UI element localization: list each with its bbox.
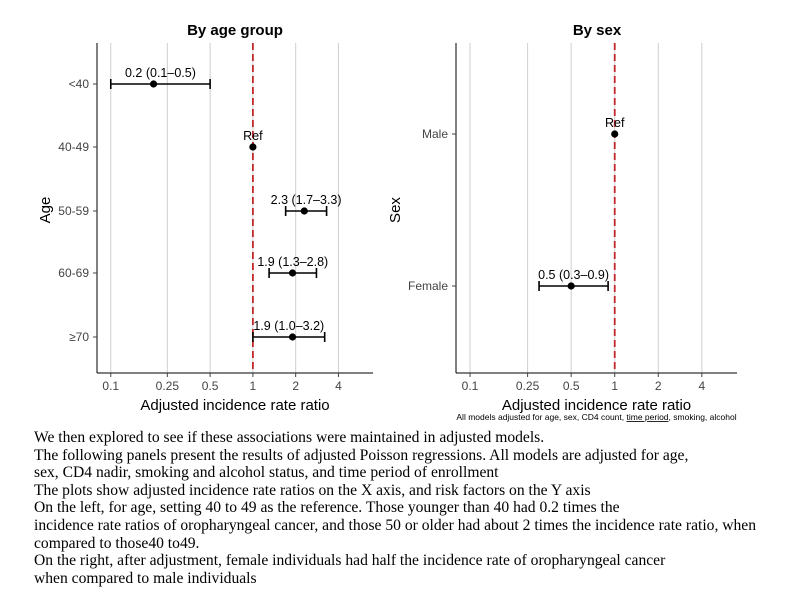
x-tick-label: 4 [698,379,705,393]
note-line: sex, CD4 nadir, smoking and alcohol stat… [34,464,499,482]
estimate-point [288,333,297,341]
note-line: On the right, after adjustment, female i… [34,552,666,570]
reference-label: Ref [243,129,263,143]
explanatory-text: We then explored to see if these associa… [34,429,794,587]
x-tick-label: 0.5 [563,379,580,393]
x-tick-label: 1 [250,379,257,393]
y-tick-label: ≥70 [69,330,89,344]
y-axis-title: Age [37,197,54,224]
estimate-point [249,143,257,151]
x-tick-label: 0.5 [202,379,219,393]
x-tick-label: 0.1 [102,379,119,393]
note-line: The following panels present the results… [34,446,689,464]
x-tick-label: 0.25 [156,379,180,393]
estimate-label: 1.9 (1.0–3.2) [253,319,324,333]
y-axis-title: Sex [387,197,404,223]
footnote-underlined-text: time period [626,412,668,422]
x-tick-label: 0.1 [462,379,479,393]
estimate-label: 0.5 (0.3–0.9) [538,268,609,282]
x-axis-title: Adjusted incidence rate ratio [140,397,329,414]
x-tick-label: 2 [655,379,662,393]
forest-plot-figure: By age group 0.1 0.25 0.5 1 2 4 Adjusted incide… [37,22,737,422]
reference-label: Ref [605,116,625,130]
footnote: All models adjusted for age, sex, CD4 co… [456,412,736,422]
y-tick-label: 50-59 [58,204,89,218]
y-tick-label: Male [422,127,448,141]
y-tick-label: <40 [69,77,90,91]
estimate-point [611,130,619,138]
x-tick-label: 4 [335,379,342,393]
estimate-point [300,207,308,215]
x-tick-label: 1 [611,379,618,393]
estimate-label: 1.9 (1.3–2.8) [257,255,328,269]
note-line: compared to those40 to49. [34,534,200,552]
estimate-label: 0.2 (0.1–0.5) [125,66,196,80]
estimate-label: 2.3 (1.7–3.3) [271,193,342,207]
panel-title: By age group [187,22,283,39]
note-line: The plots show adjusted incidence rate r… [34,481,591,499]
x-axis-title: Adjusted incidence rate ratio [502,397,691,414]
note-line: We then explored to see if these associa… [34,429,545,446]
note-line: On the left, for age, setting 40 to 49 a… [34,499,620,517]
estimate-point [567,282,575,290]
note-line: when compared to male individuals [34,569,257,587]
estimate-point [149,80,158,88]
y-tick-label: 60-69 [58,266,89,280]
note-line: incidence rate ratios of oropharyngeal c… [34,516,757,534]
y-tick-label: 40-49 [58,140,89,154]
panel-title: By sex [573,22,622,39]
x-tick-label: 2 [292,379,299,393]
footnote-text: All models adjusted for age, sex, CD4 co… [456,412,626,422]
estimate-point [288,269,297,277]
footnote-text: , smoking, alcohol [669,412,737,422]
y-tick-label: Female [408,279,448,293]
x-tick-label: 0.25 [516,379,540,393]
